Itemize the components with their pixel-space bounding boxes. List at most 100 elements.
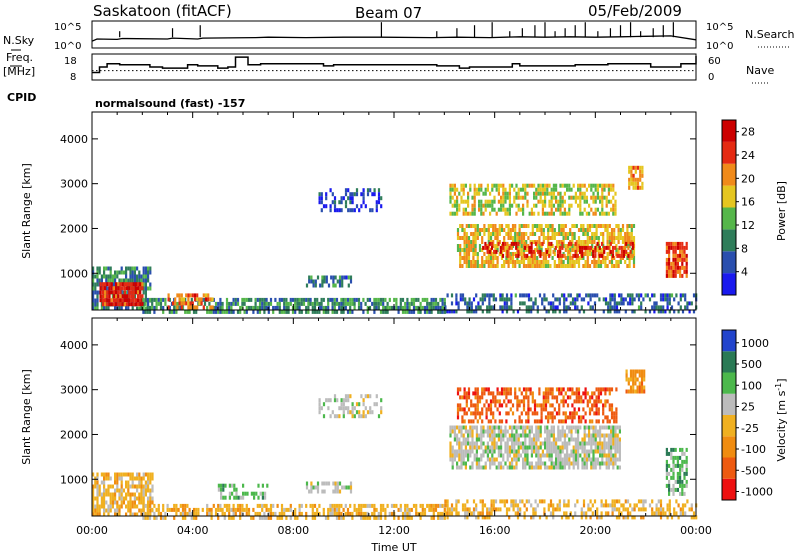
heatmap-cell <box>311 511 314 516</box>
heatmap-cell <box>459 407 462 412</box>
heatmap-cell <box>109 484 112 489</box>
heatmap-cell <box>561 211 564 216</box>
heatmap-cell <box>501 241 505 246</box>
heatmap-cell <box>553 228 556 232</box>
heatmap-cell <box>320 305 323 310</box>
heatmap-cell <box>599 224 603 228</box>
heatmap-cell <box>406 309 409 314</box>
heatmap-cell <box>594 249 597 254</box>
heatmap-cell <box>570 187 573 192</box>
heatmap-cell <box>464 437 467 442</box>
heatmap-cell <box>207 293 210 298</box>
heatmap-cell <box>329 188 332 193</box>
heatmap-cell <box>585 465 588 470</box>
heatmap-cell <box>504 195 507 200</box>
heatmap-cell <box>561 241 564 246</box>
heatmap-cell <box>140 480 143 485</box>
heatmap-cell <box>560 387 563 392</box>
heatmap-cell <box>460 199 463 204</box>
heatmap-cell <box>603 425 606 430</box>
heatmap-cell <box>613 240 616 244</box>
heatmap-cell <box>355 192 359 197</box>
heatmap-cell <box>134 282 137 287</box>
heatmap-cell <box>144 270 147 275</box>
heatmap-cell <box>526 425 529 430</box>
heatmap-cell <box>345 275 348 280</box>
heatmap-cell <box>528 433 531 438</box>
heatmap-cell <box>505 499 509 504</box>
heatmap-cell <box>567 249 571 254</box>
heatmap-cell <box>593 240 596 244</box>
heatmap-cell <box>125 496 128 501</box>
heatmap-cell <box>142 503 145 508</box>
heatmap-cell <box>610 264 614 268</box>
heatmap-cell <box>514 391 517 396</box>
heatmap-cell <box>382 301 385 306</box>
heatmap-cell <box>310 279 313 284</box>
heatmap-cell <box>551 391 554 396</box>
heatmap-cell <box>191 301 194 306</box>
heatmap-cell <box>157 503 160 508</box>
heatmap-cell <box>406 507 409 512</box>
heatmap-cell <box>333 507 336 512</box>
heatmap-cell <box>157 507 160 512</box>
heatmap-cell <box>272 309 275 314</box>
heatmap-cell <box>342 398 345 403</box>
heatmap-cell <box>146 309 149 314</box>
heatmap-cell <box>485 260 488 264</box>
heatmap-cell <box>544 252 548 256</box>
heatmap-cell <box>538 244 541 248</box>
heatmap-cell <box>568 425 571 430</box>
heatmap-cell <box>559 191 562 196</box>
heatmap-cell <box>577 256 581 260</box>
heatmap-cell <box>676 463 679 468</box>
heatmap-cell <box>136 504 139 509</box>
heatmap-cell <box>590 461 593 466</box>
heatmap-cell <box>596 441 599 446</box>
heatmap-cell <box>517 207 520 212</box>
heatmap-cell <box>464 211 467 216</box>
heatmap-cell <box>679 479 682 484</box>
heatmap-cell <box>265 503 268 508</box>
heatmap-cell <box>497 207 500 212</box>
heatmap-cell <box>375 301 378 306</box>
heatmap-cell <box>250 297 253 302</box>
heatmap-cell <box>114 512 117 517</box>
heatmap-cell <box>478 461 481 466</box>
heatmap-cell <box>518 403 521 408</box>
heatmap-cell <box>140 306 143 311</box>
heatmap-cell <box>488 241 491 246</box>
heatmap-cell <box>681 507 685 512</box>
heatmap-cell <box>523 301 526 306</box>
heatmap-cell <box>533 399 537 404</box>
heatmap-cell <box>333 204 337 209</box>
heatmap-cell <box>136 266 139 271</box>
heatmap-cell <box>510 241 513 246</box>
heatmap-cell <box>600 511 603 516</box>
heatmap-cell <box>530 461 533 466</box>
heatmap-cell <box>535 195 538 200</box>
heatmap-cell <box>105 306 108 311</box>
heatmap-cell <box>616 253 619 258</box>
heatmap-cell <box>574 511 577 516</box>
heatmap-cell <box>549 499 553 504</box>
heatmap-cell <box>564 248 567 252</box>
heatmap-cell <box>683 257 686 262</box>
heatmap-cell <box>311 309 314 314</box>
heatmap-cell <box>344 301 347 306</box>
heatmap-cell <box>111 492 114 497</box>
heatmap-cell <box>327 507 330 512</box>
heatmap-cell <box>460 449 463 454</box>
heatmap-cell <box>120 278 123 283</box>
heatmap-cell <box>513 199 516 204</box>
heatmap-cell <box>561 203 564 208</box>
heatmap-cell <box>603 245 606 250</box>
heatmap-cell <box>666 297 669 302</box>
heatmap-cell <box>540 415 543 420</box>
heatmap-cell <box>206 511 209 516</box>
heatmap-cell <box>349 309 352 314</box>
heatmap-cell <box>121 282 124 287</box>
heatmap-cell <box>586 236 589 240</box>
heatmap-cell <box>601 183 604 188</box>
x-tick-label: 04:00 <box>177 524 209 537</box>
